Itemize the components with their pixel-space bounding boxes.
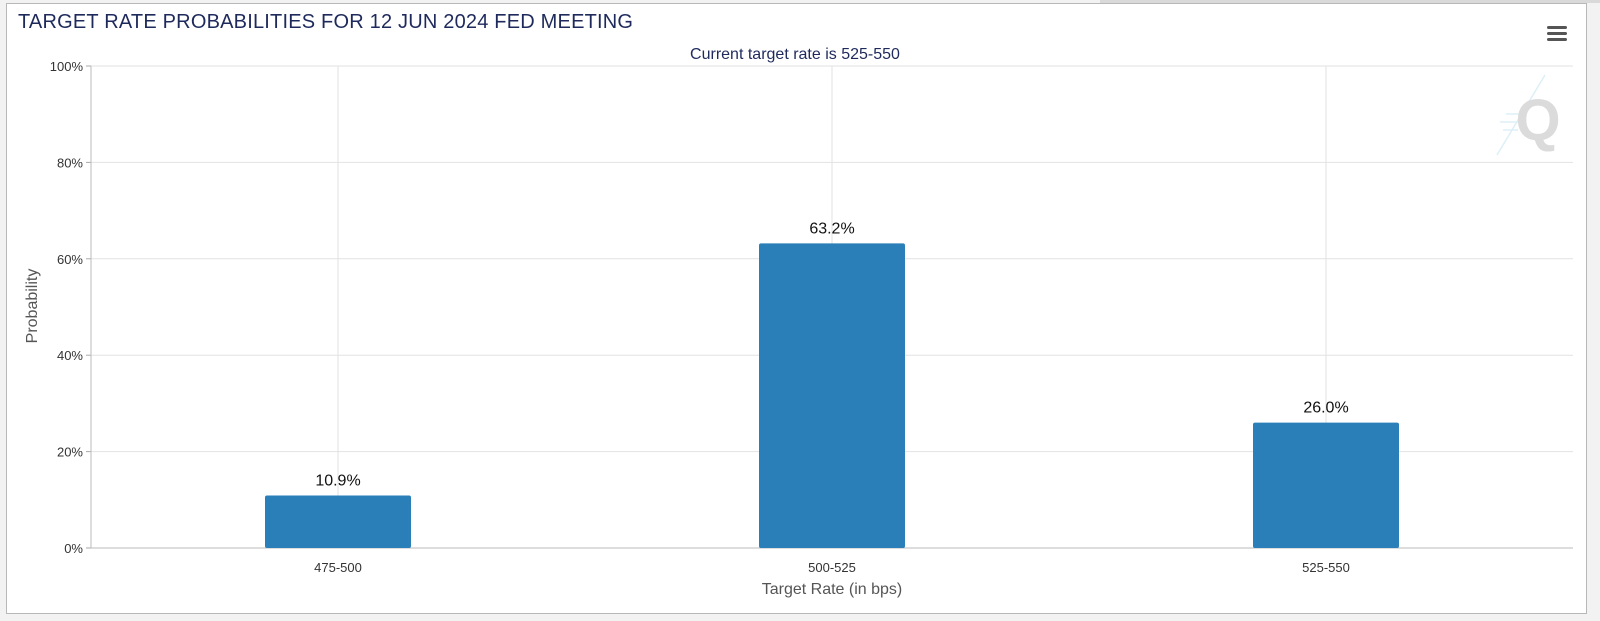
chart-title: TARGET RATE PROBABILITIES FOR 12 JUN 202… <box>18 11 634 33</box>
q-watermark-icon: Q <box>1496 74 1561 156</box>
y-tick-label: 40% <box>57 348 83 363</box>
y-tick-label: 60% <box>57 252 83 267</box>
x-axis-title: Target Rate (in bps) <box>762 581 903 598</box>
bar-525-550[interactable] <box>1253 422 1399 548</box>
bars <box>265 243 1399 548</box>
data-label: 26.0% <box>1303 400 1348 417</box>
bar-500-525[interactable] <box>759 243 905 548</box>
data-label: 10.9% <box>315 472 360 489</box>
data-label: 63.2% <box>809 220 854 237</box>
labels: 0% 20% 40% 60% 80% 100% 10.9% 475-500 63.2% 500-5… <box>50 59 1350 575</box>
y-tick-label: 20% <box>57 445 83 460</box>
x-tick-label: 475-500 <box>314 560 362 575</box>
chart-subtitle: Current target rate is 525-550 <box>690 46 900 63</box>
y-tick-label: 0% <box>64 541 83 556</box>
window-top-strip <box>1100 0 1600 3</box>
bar-475-500[interactable] <box>265 495 411 548</box>
y-tick-label: 80% <box>57 155 83 170</box>
x-tick-label: 525-550 <box>1302 560 1350 575</box>
y-tick-label: 100% <box>50 59 84 74</box>
hamburger-menu-icon[interactable] <box>1545 24 1569 44</box>
y-axis-title: Probability <box>24 269 41 344</box>
svg-text:Q: Q <box>1515 88 1560 153</box>
x-tick-label: 500-525 <box>808 560 856 575</box>
